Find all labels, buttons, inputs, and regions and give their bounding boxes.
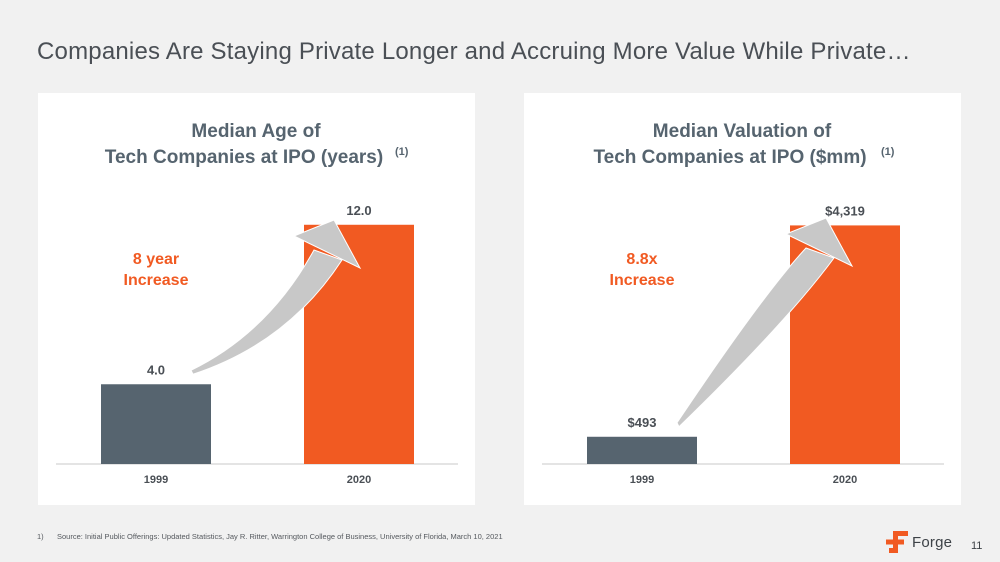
arrow-shaft	[676, 247, 835, 428]
chart-panel-median-valuation: Median Valuation of Tech Companies at IPO…	[524, 93, 961, 505]
bar-value-label-1999: $493	[628, 415, 657, 430]
forge-logo-icon	[886, 531, 908, 553]
footnote-text: Source: Initial Public Offerings: Update…	[57, 532, 503, 541]
increase-annotation-line2: Increase	[124, 272, 189, 289]
x-tick-label-1999: 1999	[630, 474, 654, 486]
increase-annotation-line2: Increase	[610, 272, 675, 289]
footnote-number: 1)	[37, 532, 44, 541]
logo-text: Forge	[912, 533, 953, 551]
increase-annotation-line1: 8.8x	[626, 251, 657, 268]
chart-title-superscript: (1)	[395, 146, 409, 158]
chart-median-valuation: Median Valuation of Tech Companies at IPO…	[542, 121, 944, 486]
bar-1999	[101, 384, 211, 464]
bar-value-label-1999: 4.0	[147, 362, 165, 377]
increase-annotation-line1: 8 year	[133, 251, 179, 268]
chart-title-line2: Tech Companies at IPO (years)	[105, 147, 383, 168]
bar-value-label-2020: $4,319	[825, 203, 865, 218]
chart-title-line1: Median Age of	[191, 121, 321, 142]
forge-logo: Forge	[886, 530, 952, 554]
x-tick-label-1999: 1999	[144, 474, 168, 486]
source-footnote: 1) Source: Initial Public Offerings: Upda…	[37, 532, 503, 541]
arrow-head	[784, 217, 854, 268]
page-number: 11	[971, 540, 983, 552]
chart-title-line1: Median Valuation of	[653, 121, 832, 142]
chart-median-age: Median Age of Tech Companies at IPO (year…	[56, 121, 458, 486]
x-tick-label-2020: 2020	[347, 474, 371, 486]
growth-arrow-icon	[190, 219, 362, 375]
chart-title-line2: Tech Companies at IPO ($mm)	[593, 147, 866, 168]
x-tick-label-2020: 2020	[833, 474, 857, 486]
bar-value-label-2020: 12.0	[346, 203, 371, 218]
chart-panel-median-age: Median Age of Tech Companies at IPO (year…	[38, 93, 475, 505]
growth-arrow-icon	[676, 217, 854, 428]
arrow-head	[292, 219, 362, 270]
chart-title-superscript: (1)	[881, 146, 895, 158]
arrow-shaft	[190, 249, 343, 375]
slide-title: Companies Are Staying Private Longer and…	[37, 38, 911, 65]
bar-1999	[587, 436, 697, 464]
